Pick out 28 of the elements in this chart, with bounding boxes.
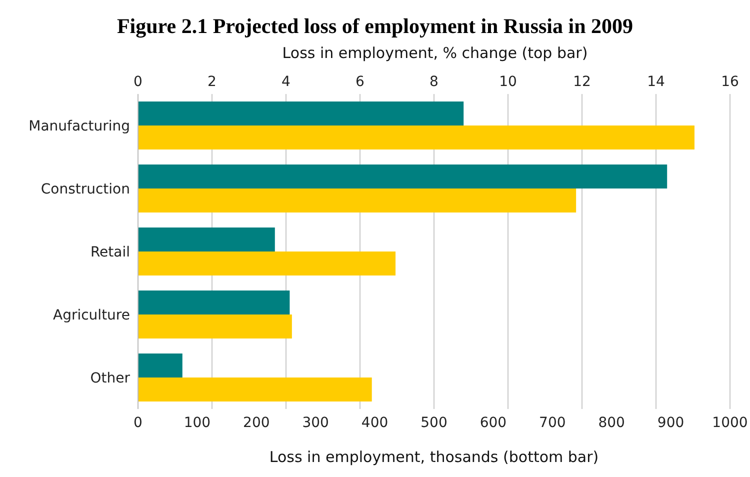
y-tick-label: Agriculture bbox=[53, 307, 130, 324]
x-tick-label: 600 bbox=[480, 414, 507, 431]
x2-tick-label: 0 bbox=[134, 74, 142, 90]
y-tick-label: Construction bbox=[40, 181, 130, 198]
x-tick-label: 700 bbox=[539, 414, 566, 431]
x2-tick-label: 12 bbox=[573, 74, 591, 90]
x-tick-label: 400 bbox=[361, 414, 388, 431]
x2-tick-label: 10 bbox=[499, 74, 517, 90]
y-tick-label: Manufacturing bbox=[28, 118, 130, 134]
x2-tick-label: 6 bbox=[356, 74, 365, 90]
x2-tick-label: 4 bbox=[282, 74, 291, 90]
x-tick-label: 500 bbox=[420, 414, 448, 431]
x-tick-label: 800 bbox=[598, 414, 625, 431]
y-tick-label: Retail bbox=[90, 244, 130, 260]
x2-tick-label: 14 bbox=[647, 74, 665, 90]
x-tick-label: 900 bbox=[657, 414, 684, 431]
x-tick-label: 100 bbox=[184, 414, 211, 431]
x-tick-label: 1000 bbox=[712, 414, 748, 431]
x2-tick-label: 8 bbox=[430, 74, 438, 90]
x-tick-label: 0 bbox=[134, 414, 142, 431]
y-tick-label: Other bbox=[90, 370, 130, 386]
x-tick-label: 300 bbox=[302, 414, 329, 431]
x-tick-label: 200 bbox=[243, 414, 270, 431]
chart-title: Figure 2.1 Projected loss of employment in Russia in 2009 bbox=[116, 13, 634, 40]
x2-tick-label: 16 bbox=[721, 74, 739, 90]
x2-axis-title: Loss in employment, % change (top bar) bbox=[281, 44, 589, 64]
x-axis-title: Loss in employment, thosands (bottom bar) bbox=[269, 448, 599, 466]
x2-tick-label: 2 bbox=[208, 74, 216, 90]
